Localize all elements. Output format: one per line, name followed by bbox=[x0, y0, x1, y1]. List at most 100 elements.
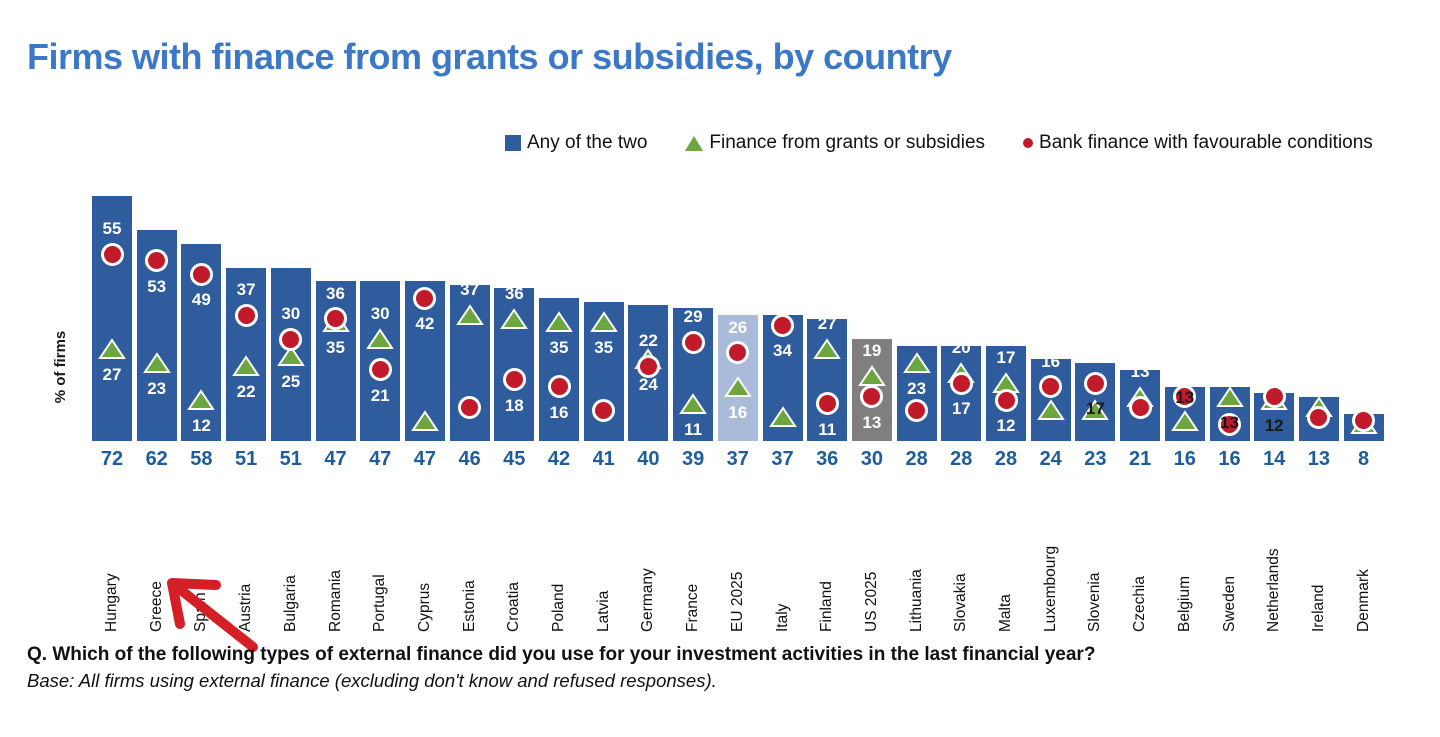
country-label: Slovenia bbox=[1086, 572, 1104, 632]
circle-marker-icon bbox=[636, 354, 660, 378]
triangle-marker-icon bbox=[411, 409, 439, 438]
triangle-marker-icon bbox=[1036, 398, 1065, 427]
marker-value-label: 16 bbox=[728, 402, 748, 422]
country-label: Netherlands bbox=[1265, 548, 1283, 632]
circle-marker-icon bbox=[458, 395, 482, 419]
bar-value-label: 62 bbox=[145, 448, 168, 470]
x-axis-label-belgium: Belgium bbox=[1173, 492, 1197, 632]
x-axis-label-denmark: Denmark bbox=[1352, 492, 1376, 632]
x-axis-label-greece: Greece bbox=[145, 492, 169, 632]
country-label: Sweden bbox=[1220, 575, 1238, 632]
marker-value-label: 53 bbox=[147, 276, 167, 296]
x-axis-label-romania: Romania bbox=[324, 492, 348, 632]
x-axis-label-lithuania: Lithuania bbox=[905, 492, 929, 632]
circle-marker-icon bbox=[815, 392, 839, 416]
triangle-marker-icon bbox=[455, 303, 484, 332]
bar-romania bbox=[315, 281, 356, 441]
x-axis-label-germany: Germany bbox=[636, 492, 660, 632]
circle-marker-icon bbox=[1307, 405, 1331, 429]
marker-value-label: 23 bbox=[147, 378, 167, 398]
country-label: Spain bbox=[192, 592, 210, 632]
bar-hungary bbox=[92, 196, 132, 441]
x-axis-label-finland: Finland bbox=[815, 492, 839, 632]
circle-marker-icon bbox=[681, 330, 705, 354]
marker-value-label: 16 bbox=[549, 402, 569, 422]
triangle-marker-icon bbox=[276, 344, 305, 373]
circle-icon bbox=[1023, 138, 1034, 148]
bar-value-label: 21 bbox=[1128, 448, 1152, 470]
triangle-marker-icon bbox=[98, 337, 126, 366]
marker-value-label: 26 bbox=[728, 317, 748, 337]
circle-marker-icon bbox=[771, 313, 794, 337]
bar-value-label: 47 bbox=[369, 448, 392, 470]
triangle-marker-icon bbox=[500, 307, 529, 336]
circle-marker-icon bbox=[145, 249, 169, 273]
country-label: Czechia bbox=[1131, 576, 1149, 632]
bar-value-label: 28 bbox=[994, 448, 1018, 470]
bar-value-label: 37 bbox=[771, 448, 794, 470]
bar-value-label: 41 bbox=[592, 448, 615, 470]
marker-value-label: 22 bbox=[638, 331, 658, 351]
marker-value-label: 16 bbox=[1041, 351, 1061, 371]
bar-austria bbox=[226, 267, 267, 441]
bar-value-label: 47 bbox=[324, 448, 347, 470]
circle-marker-icon bbox=[1173, 385, 1197, 409]
country-label: Ireland bbox=[1309, 584, 1327, 632]
x-axis-label-france: France bbox=[681, 492, 705, 632]
marker-value-label: 12 bbox=[996, 416, 1016, 436]
marker-value-label: 17 bbox=[1085, 399, 1105, 419]
bar-value-label: 51 bbox=[234, 448, 258, 470]
triangle-marker-icon bbox=[187, 388, 216, 417]
bar-value-label: 23 bbox=[1084, 448, 1107, 470]
marker-value-label: 21 bbox=[370, 385, 390, 405]
circle-marker-icon bbox=[189, 262, 213, 286]
circle-marker-icon bbox=[860, 385, 884, 409]
circle-marker-icon bbox=[279, 327, 303, 351]
marker-value-label: 12 bbox=[191, 416, 211, 436]
x-axis-label-bulgaria: Bulgaria bbox=[279, 492, 303, 632]
country-label: Malta bbox=[997, 594, 1014, 632]
marker-value-label: 25 bbox=[281, 372, 301, 391]
bar-value-label: 42 bbox=[547, 448, 571, 470]
x-axis-label-netherlands: Netherlands bbox=[1262, 492, 1286, 632]
marker-value-label: 37 bbox=[460, 280, 480, 300]
page-title: Firms with finance from grants or subsid… bbox=[27, 36, 952, 77]
bar-value-label: 30 bbox=[860, 448, 884, 470]
country-label: Bulgaria bbox=[281, 575, 299, 632]
bar-value-label: 72 bbox=[100, 448, 124, 470]
marker-value-label: 35 bbox=[326, 338, 345, 357]
triangle-marker-icon bbox=[589, 310, 618, 339]
bar-value-label: 28 bbox=[950, 448, 973, 470]
country-label: Croatia bbox=[505, 582, 523, 632]
x-axis-label-malta: Malta bbox=[994, 492, 1018, 632]
bar-france bbox=[673, 308, 714, 441]
legend: Any of the two Finance from grants or su… bbox=[505, 132, 1373, 154]
marker-value-label: 35 bbox=[594, 338, 614, 357]
marker-value-label: 13 bbox=[862, 412, 882, 432]
footnote-base: Base: All firms using external finance (… bbox=[27, 670, 717, 691]
circle-marker-icon bbox=[994, 388, 1018, 412]
x-axis-label-poland: Poland bbox=[547, 492, 571, 632]
x-axis-label-sweden: Sweden bbox=[1218, 492, 1242, 632]
country-label: Estonia bbox=[460, 580, 478, 632]
legend-label: Bank finance with favourable conditions bbox=[1039, 132, 1373, 153]
country-label: Italy bbox=[773, 603, 791, 632]
marker-value-label: 13 bbox=[1130, 361, 1150, 381]
country-label: EU 2025 bbox=[728, 571, 746, 632]
circle-marker-icon bbox=[100, 242, 124, 266]
triangle-marker-icon bbox=[679, 392, 707, 421]
x-axis-label-luxembourg: Luxembourg bbox=[1039, 492, 1063, 632]
bar-value-label: 47 bbox=[413, 448, 437, 470]
marker-value-label: 17 bbox=[951, 399, 971, 419]
x-axis-label-eu-2025: EU 2025 bbox=[726, 492, 750, 632]
circle-marker-icon bbox=[234, 303, 258, 327]
country-label: Slovakia bbox=[952, 573, 970, 632]
country-label: Romania bbox=[326, 569, 344, 632]
circle-marker-icon bbox=[1083, 371, 1107, 395]
x-axis-label-slovakia: Slovakia bbox=[949, 492, 973, 632]
legend-item-grants-subsidies: Finance from grants or subsidies bbox=[685, 132, 985, 154]
marker-value-label: 12 bbox=[1264, 416, 1284, 436]
country-label: Germany bbox=[639, 568, 657, 632]
marker-value-label: 11 bbox=[818, 419, 837, 439]
